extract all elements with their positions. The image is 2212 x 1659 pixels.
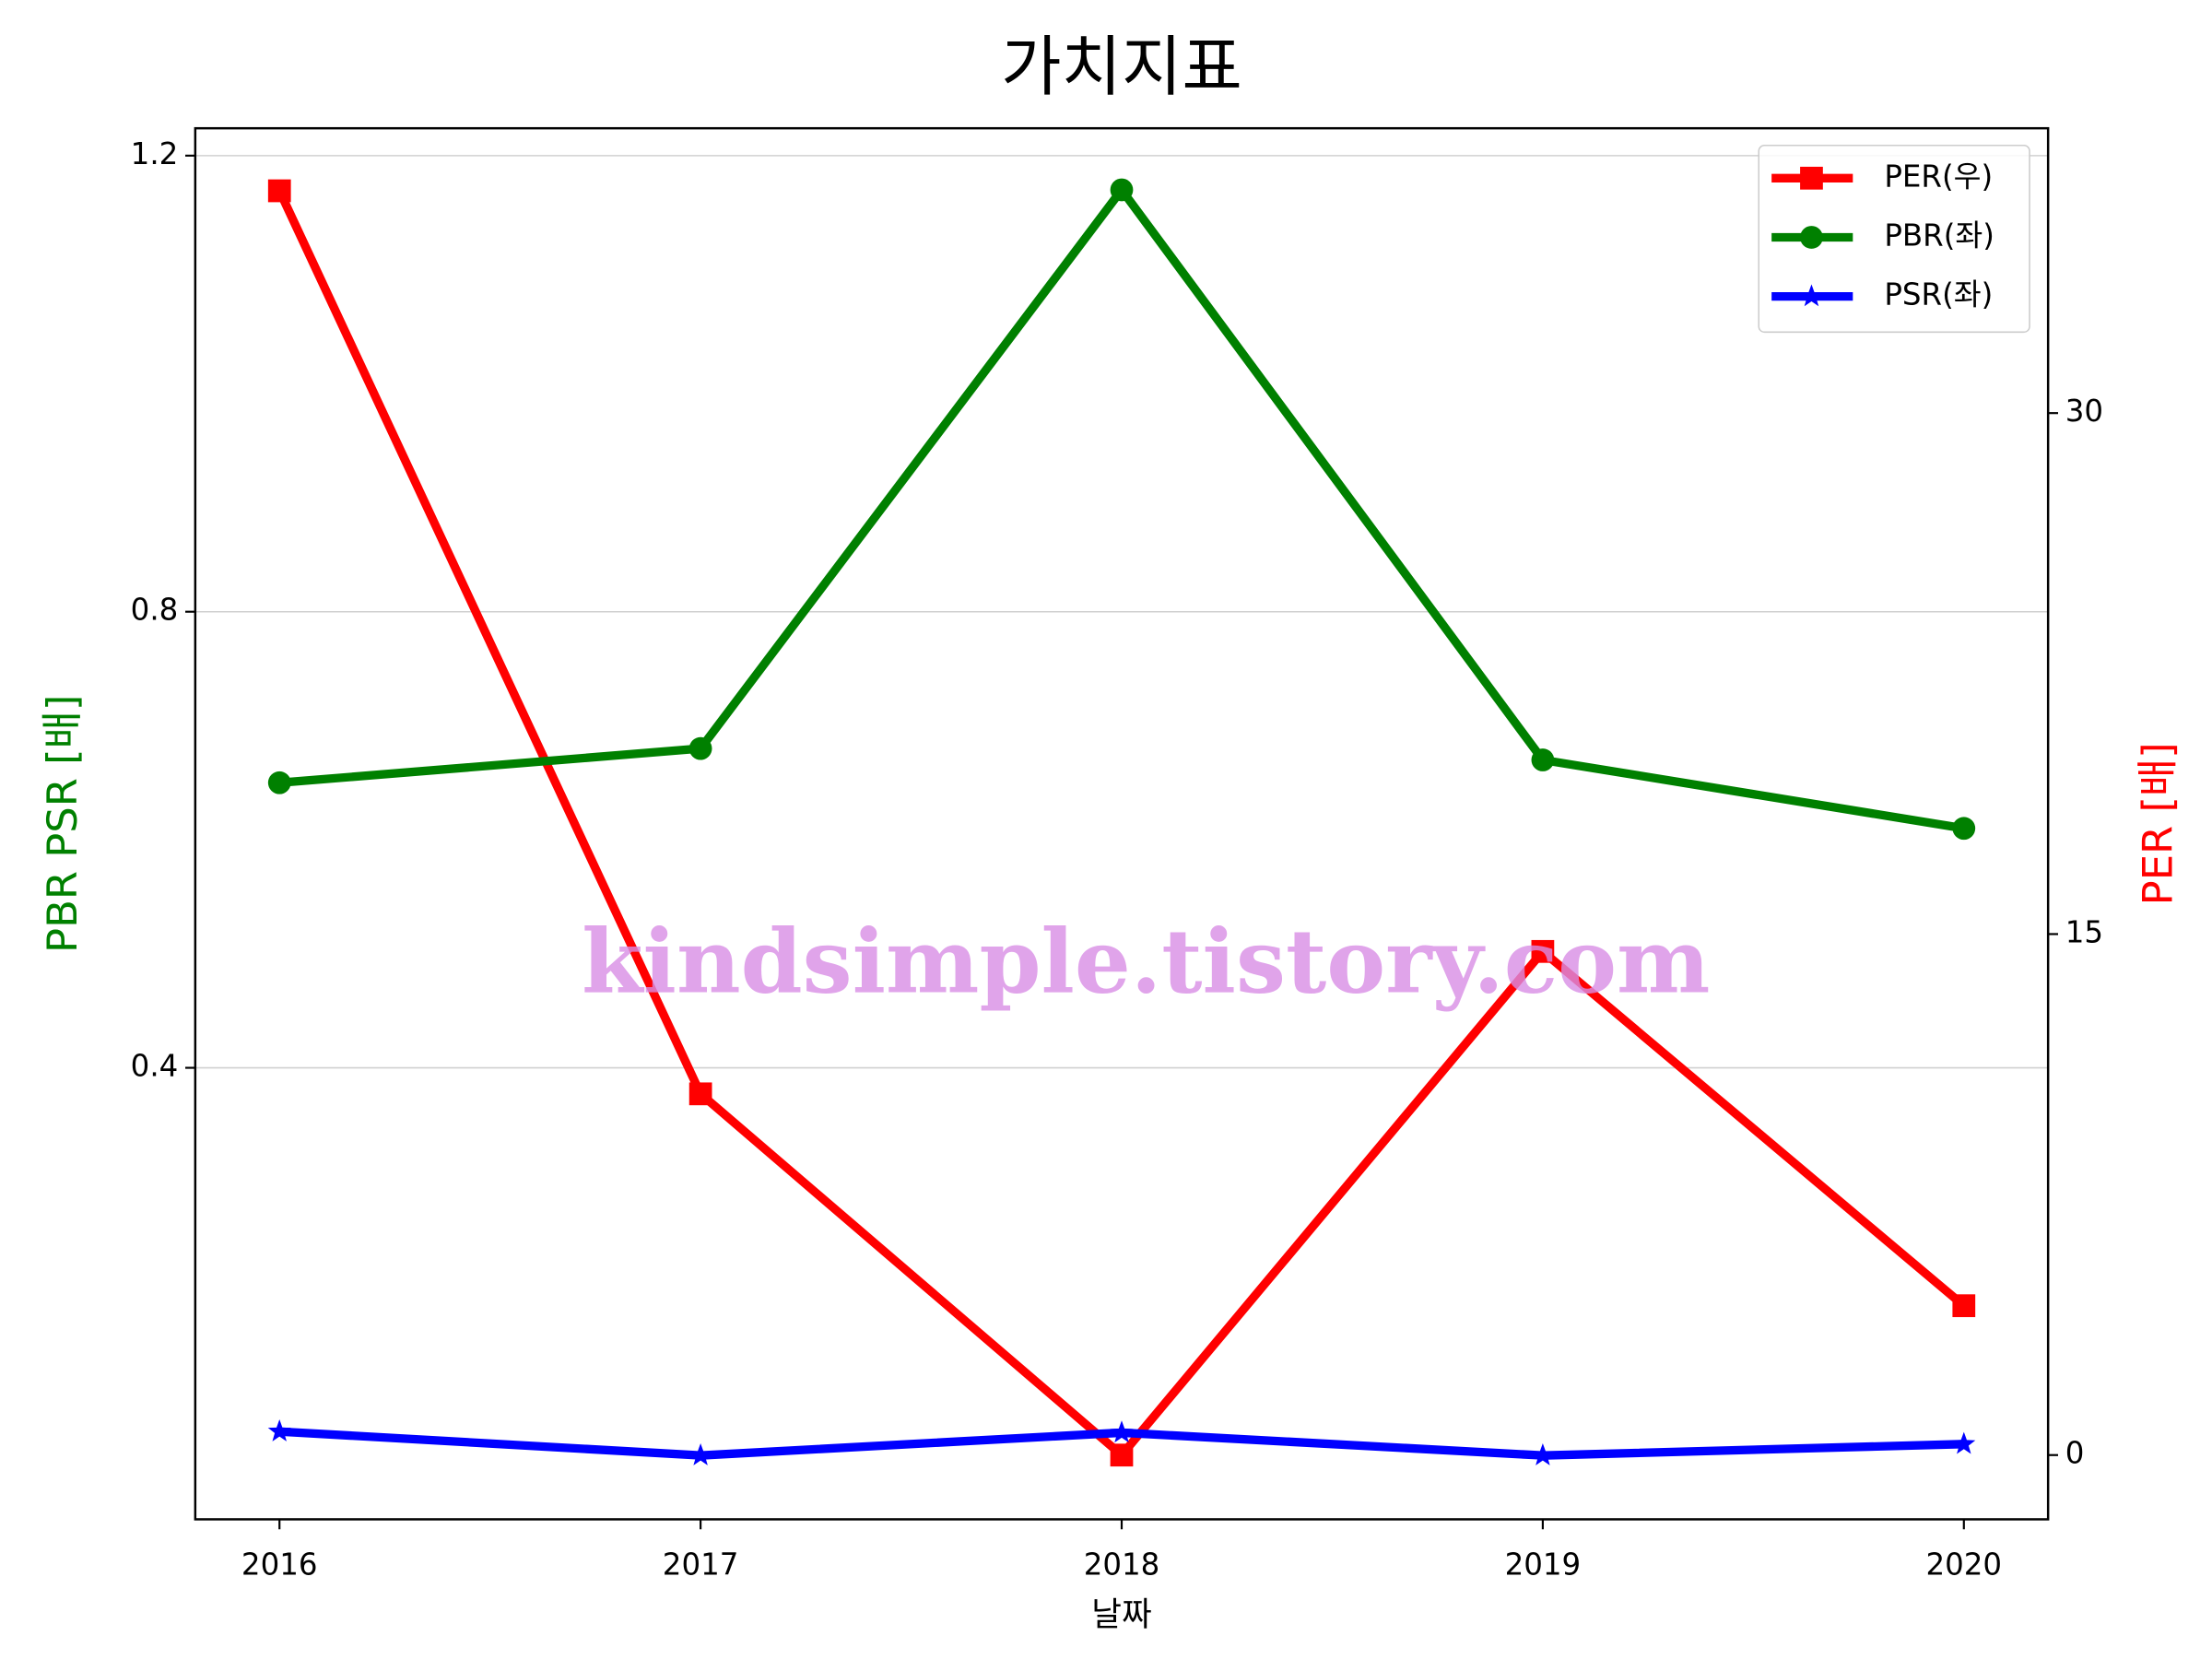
plot (267, 178, 1976, 1467)
legend-label: PER(우) (1884, 159, 1993, 194)
axes: 2016 2017 2018 2019 2020 0.4 0.8 1.2 0 15 30 (131, 136, 2103, 1583)
legend-label: PBR(좌) (1884, 218, 1994, 253)
chart-title: 가치지표 (1001, 29, 1242, 105)
marker (1110, 1443, 1134, 1467)
marker (688, 1082, 712, 1106)
y-tick-label: 1.2 (131, 136, 179, 171)
y-axis-label: PBR PSR [배] (38, 695, 87, 953)
y2-tick-label: 0 (2065, 1436, 2085, 1471)
watermark: kindsimple.tistory.com (582, 909, 1710, 1013)
marker (1110, 178, 1134, 202)
marker (1952, 1431, 1976, 1454)
y-tick-label: 0.4 (131, 1049, 179, 1084)
x-tick-label: 2017 (663, 1547, 739, 1582)
marker (1531, 748, 1555, 771)
legend-label: PSR(좌) (1884, 277, 1993, 312)
y2-tick-label: 15 (2065, 914, 2103, 949)
marker (688, 736, 712, 760)
y2-tick-label: 30 (2065, 394, 2103, 429)
marker (1531, 939, 1555, 963)
marker (267, 179, 291, 203)
x-axis-label: 날짜 (1091, 1596, 1151, 1634)
x-tick-label: 2016 (241, 1547, 318, 1582)
marker (1952, 1294, 1976, 1318)
x-tick-label: 2019 (1505, 1547, 1582, 1582)
marker (267, 771, 291, 794)
marker (1952, 817, 1976, 841)
marker (1110, 1420, 1134, 1443)
marker (1800, 166, 1823, 190)
x-tick-label: 2018 (1084, 1547, 1160, 1582)
x-tick-label: 2020 (1925, 1547, 2002, 1582)
legend-box (1758, 144, 2030, 334)
marker (1531, 1443, 1555, 1465)
marker (688, 1443, 712, 1465)
y-tick-label: 0.8 (131, 593, 179, 628)
marker (267, 1419, 291, 1441)
grid (194, 155, 2049, 1069)
legend: PER(우) PBR(좌) PSR(좌) (1758, 144, 2030, 334)
marker (1799, 284, 1823, 307)
y2-axis-label: PER [배] (2133, 742, 2182, 905)
marker (1800, 226, 1823, 249)
